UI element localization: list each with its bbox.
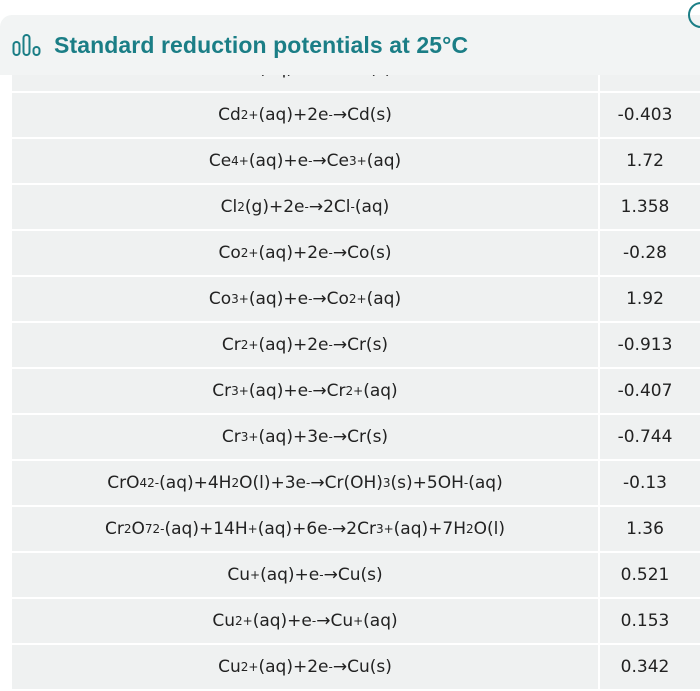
table-row: Cu 2+ (aq)+2e - →Cu(s) 0.342 [12, 645, 700, 691]
table-row: Cr 3+ (aq)+e - →Cr 2+ (aq) -0.407 [12, 369, 700, 415]
potential-value: 1.36 [626, 519, 664, 539]
equation-text: (aq)+3e [258, 427, 329, 447]
equation-text: →Ce [312, 151, 349, 171]
equation-text: (aq)+2e [258, 105, 329, 125]
equation-text: Cd [218, 105, 241, 125]
equation-text: →Cu(s) [332, 657, 392, 677]
equation-text: →Cd(s) [332, 105, 392, 125]
equation-text: Cu [218, 657, 241, 677]
equation-text: Cu [227, 565, 251, 585]
half-reaction-cell: Cl 2 (g)+2e - →2Cl - (aq) [12, 185, 600, 229]
equation-text: Cl [220, 197, 238, 217]
equation-text: (g)+2e [244, 197, 305, 217]
potential-value: 0.521 [620, 565, 670, 585]
equation-text: (s)+5OH [390, 473, 464, 493]
potential-value: 0.153 [620, 611, 670, 631]
equation-text: Cr [221, 427, 241, 447]
equation-text: →Cr(s) [332, 427, 389, 447]
equation-text: (aq) [366, 151, 402, 171]
equation-text: Cr [104, 519, 124, 539]
half-reaction-cell: Co 2+ (aq)+2e - →Co(s) [12, 231, 600, 275]
potential-value: -0.744 [617, 427, 673, 447]
table-row: Co 2+ (aq)+2e - →Co(s) -0.28 [12, 231, 700, 277]
equation-text: →Co(s) [332, 243, 392, 263]
equation-text: Cu [212, 611, 235, 631]
equation-text: (aq)+4H [159, 473, 232, 493]
panel-header: Standard reduction potentials at 25°C [0, 15, 700, 75]
reduction-potentials-table: Ca2+(aq)+2e-→Ca(s)-2.868Cd2+(aq)+2e-→Cd(… [12, 47, 700, 691]
equation-text: →2Cl [308, 197, 351, 217]
potential-value: -0.13 [623, 473, 667, 493]
table-row: Cr 3+ (aq)+3e - →Cr(s) -0.744 [12, 415, 700, 461]
half-reaction-cell: Cd 2+ (aq)+2e - →Cd(s) [12, 93, 600, 137]
half-reaction-cell: Cr 2+ (aq)+2e - →Cr(s) [12, 323, 600, 367]
table-row: Ce 4+ (aq)+e - →Ce 3+ (aq) 1.72 [12, 139, 700, 185]
equation-text: →Cr(OH) [310, 473, 383, 493]
equation-text: (aq)+6e [257, 519, 328, 539]
table-row: Co 3+ (aq)+e - →Co 2+ (aq) 1.92 [12, 277, 700, 323]
equation-text: O(l)+3e [239, 473, 306, 493]
potential-value: -0.28 [623, 243, 667, 263]
table-row: Cr 2 O 7 2- (aq)+14H + (aq)+6e - →2Cr 3+ (aq)+7H 2 O(… [12, 507, 700, 553]
equation-text: (aq)+14H [164, 519, 248, 539]
equation-text: (aq)+e [248, 151, 309, 171]
table-row: Cu 2+ (aq)+e - →Cu + (aq) 0.153 [12, 599, 700, 645]
equation-text: (aq)+2e [258, 243, 329, 263]
equation-text: (aq)+e [248, 289, 309, 309]
potential-value: -0.407 [617, 381, 673, 401]
half-reaction-cell: Cr 3+ (aq)+e - →Cr 2+ (aq) [12, 369, 600, 413]
equation-text: (aq) [354, 197, 390, 217]
equation-text: Co [218, 243, 241, 263]
equation-text: Ce [208, 151, 232, 171]
half-reaction-cell: Ce 4+ (aq)+e - →Ce 3+ (aq) [12, 139, 600, 183]
equation-text: →Cu(s) [323, 565, 383, 585]
equation-text: (aq)+2e [258, 335, 329, 355]
equation-text: (aq)+7H [393, 519, 466, 539]
half-reaction-cell: Cu 2+ (aq)+e - →Cu + (aq) [12, 599, 600, 643]
equation-text: →Cu [316, 611, 354, 631]
potential-value: -0.403 [617, 105, 673, 125]
table-row: CrO 4 2- (aq)+4H 2 O(l)+3e - →Cr(OH) 3 (s)+5OH - (a… [12, 461, 700, 507]
equation-text: (aq)+e [248, 381, 309, 401]
equation-text: (aq) [366, 289, 402, 309]
equation-text: →Cr [312, 381, 346, 401]
half-reaction-cell: Co 3+ (aq)+e - →Co 2+ (aq) [12, 277, 600, 321]
equation-text: (aq) [363, 611, 398, 631]
half-reaction-cell: CrO 4 2- (aq)+4H 2 O(l)+3e - →Cr(OH) 3 (s)+5OH - (a… [12, 461, 600, 505]
equation-text: O(l) [473, 519, 505, 539]
equation-text: →2Cr [332, 519, 376, 539]
half-reaction-cell: Cr 2 O 7 2- (aq)+14H + (aq)+6e - →2Cr 3+ (aq)+7H 2 O(… [12, 507, 600, 551]
equation-text: (aq)+2e [258, 657, 329, 677]
half-reaction-cell: Cu + (aq)+e - →Cu(s) [12, 553, 600, 597]
table-row: Cd 2+ (aq)+2e - →Cd(s) -0.403 [12, 93, 700, 139]
potential-value: 0.342 [620, 657, 670, 677]
table-row: Cr 2+ (aq)+2e - →Cr(s) -0.913 [12, 323, 700, 369]
potential-value: -0.913 [617, 335, 673, 355]
page-title: Standard reduction potentials at 25°C [54, 31, 469, 58]
potential-value: 1.92 [626, 289, 664, 309]
half-reaction-cell: Cu 2+ (aq)+2e - →Cu(s) [12, 645, 600, 689]
bar-chart-icon [12, 34, 41, 56]
equation-text: Cr [221, 335, 241, 355]
potential-value: 1.72 [626, 151, 664, 171]
potential-value: 1.358 [620, 197, 670, 217]
equation-text: CrO [107, 473, 140, 493]
half-reaction-cell: Cr 3+ (aq)+3e - →Cr(s) [12, 415, 600, 459]
equation-text: (aq)+e [260, 565, 320, 585]
table-row: Cl 2 (g)+2e - →2Cl - (aq) 1.358 [12, 185, 700, 231]
equation-text: (aq) [363, 381, 398, 401]
equation-text: (aq)+e [252, 611, 312, 631]
equation-text: →Co [312, 289, 349, 309]
equation-text: Co [208, 289, 232, 309]
equation-text: (aq) [468, 473, 503, 493]
table-row: Cu + (aq)+e - →Cu(s) 0.521 [12, 553, 700, 599]
equation-text: →Cr(s) [332, 335, 389, 355]
equation-text: O [131, 519, 145, 539]
equation-text: Cr [212, 381, 232, 401]
